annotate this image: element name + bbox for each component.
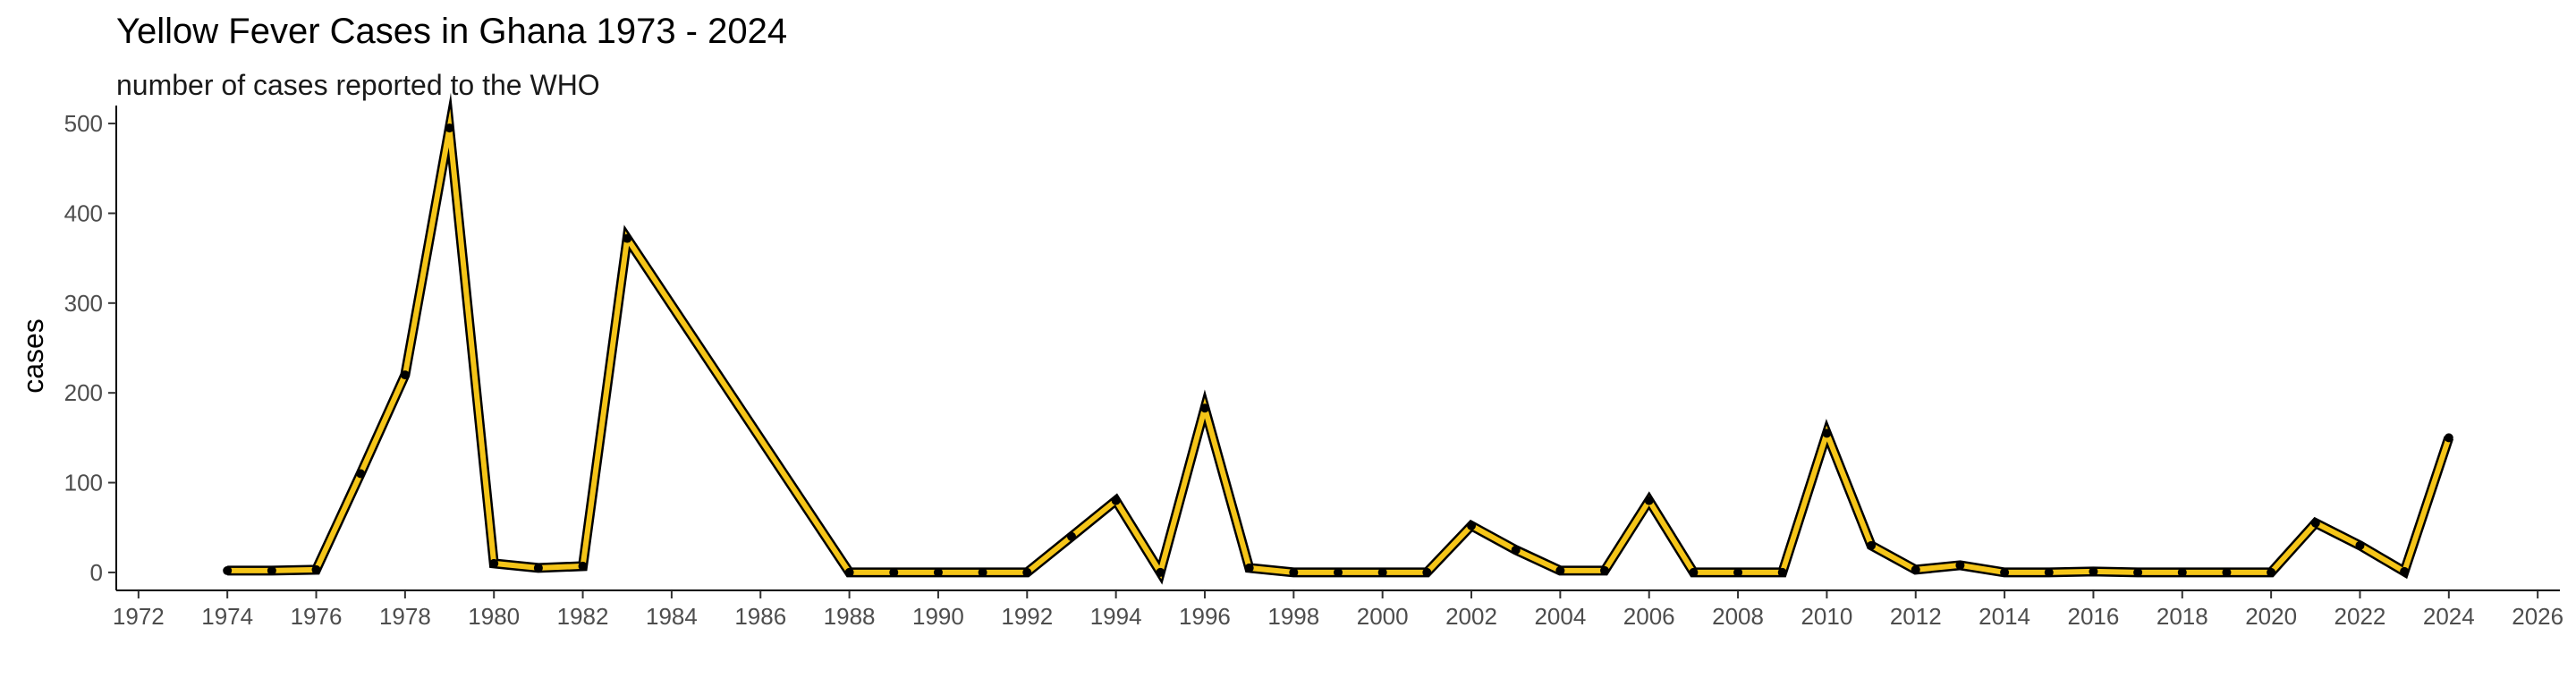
x-tick-label: 1972 bbox=[113, 603, 165, 630]
data-point bbox=[1777, 567, 1787, 577]
x-tick-label: 1978 bbox=[379, 603, 431, 630]
data-point bbox=[623, 233, 632, 243]
series-line-outline bbox=[227, 92, 2454, 585]
chart-title: Yellow Fever Cases in Ghana 1973 - 2024 bbox=[116, 12, 787, 51]
x-tick-label: 2012 bbox=[1890, 603, 1942, 630]
data-point bbox=[1377, 567, 1387, 577]
y-tick-label: 300 bbox=[64, 290, 103, 317]
data-point bbox=[2222, 567, 2232, 577]
data-point bbox=[1644, 496, 1654, 505]
x-tick-label: 2000 bbox=[1357, 603, 1409, 630]
x-tick-label: 1996 bbox=[1179, 603, 1231, 630]
x-tick-label: 2016 bbox=[2068, 603, 2120, 630]
data-point bbox=[2000, 567, 2010, 577]
x-tick-label: 2002 bbox=[1445, 603, 1497, 630]
axes-group: 0 100 200 300 400 500 1972 1974 1976 1978 1980 1982… bbox=[64, 106, 2563, 630]
x-tick-label: 2026 bbox=[2512, 603, 2563, 630]
data-point bbox=[1867, 540, 1877, 550]
data-point bbox=[1467, 521, 1477, 530]
x-tick-label: 1994 bbox=[1090, 603, 1142, 630]
x-tick-label: 1974 bbox=[201, 603, 253, 630]
data-point bbox=[1511, 545, 1521, 555]
series-line bbox=[227, 108, 2452, 580]
data-point bbox=[311, 564, 321, 574]
x-tick-label: 2024 bbox=[2423, 603, 2475, 630]
data-point bbox=[578, 561, 588, 571]
data-point bbox=[1334, 567, 1343, 577]
data-point bbox=[978, 567, 987, 577]
data-point bbox=[2044, 567, 2054, 577]
series-group bbox=[223, 92, 2454, 585]
x-tick-label: 1976 bbox=[291, 603, 343, 630]
y-tick-label: 400 bbox=[64, 199, 103, 226]
y-tick-label: 100 bbox=[64, 470, 103, 496]
data-point bbox=[1289, 567, 1299, 577]
data-point bbox=[2177, 567, 2187, 577]
x-tick-label: 1992 bbox=[1001, 603, 1053, 630]
data-point bbox=[844, 567, 854, 577]
x-tick-label: 1986 bbox=[734, 603, 786, 630]
data-point bbox=[2089, 566, 2098, 576]
data-point bbox=[1156, 567, 1165, 577]
x-tick-label: 2014 bbox=[1979, 603, 2030, 630]
data-point bbox=[223, 565, 233, 575]
chart-subtitle: number of cases reported to the WHO bbox=[116, 69, 600, 101]
x-tick-label: 1988 bbox=[824, 603, 876, 630]
x-tick-label: 2006 bbox=[1623, 603, 1675, 630]
x-tick-label: 2004 bbox=[1534, 603, 1586, 630]
y-tick-label: 0 bbox=[90, 559, 103, 586]
x-tick-label: 1980 bbox=[468, 603, 520, 630]
data-point bbox=[2444, 433, 2453, 443]
data-point bbox=[1244, 563, 1254, 572]
data-point bbox=[489, 558, 499, 568]
x-tick-label: 2010 bbox=[1801, 603, 1852, 630]
x-tick-label: 1984 bbox=[646, 603, 698, 630]
data-point bbox=[1911, 564, 1920, 574]
data-point bbox=[445, 123, 454, 133]
data-point bbox=[2355, 540, 2365, 550]
x-tick-label: 2020 bbox=[2245, 603, 2297, 630]
x-tick-label: 1990 bbox=[912, 603, 964, 630]
y-tick-label: 200 bbox=[64, 379, 103, 406]
data-point bbox=[1022, 567, 1032, 577]
x-tick-label: 2018 bbox=[2157, 603, 2208, 630]
data-point bbox=[1555, 565, 1565, 575]
x-tick-label: 1998 bbox=[1267, 603, 1319, 630]
data-point bbox=[2310, 518, 2320, 528]
x-tick-label: 1982 bbox=[557, 603, 609, 630]
data-point bbox=[267, 565, 276, 575]
data-point bbox=[2400, 566, 2410, 576]
x-tick-label: 2022 bbox=[2334, 603, 2386, 630]
data-point bbox=[400, 370, 410, 380]
x-tick-label: 2008 bbox=[1712, 603, 1764, 630]
data-point bbox=[1066, 531, 1076, 541]
data-point bbox=[1600, 565, 1610, 575]
data-point bbox=[2133, 567, 2143, 577]
data-point bbox=[533, 563, 543, 572]
data-point bbox=[356, 469, 366, 479]
data-point bbox=[1199, 403, 1209, 413]
data-point bbox=[1422, 567, 1432, 577]
data-point bbox=[1955, 560, 1965, 570]
data-point bbox=[2267, 567, 2276, 577]
y-tick-label: 500 bbox=[64, 110, 103, 137]
data-point bbox=[1733, 567, 1743, 577]
data-point bbox=[933, 567, 943, 577]
y-axis-label: cases bbox=[17, 318, 49, 394]
data-point bbox=[1111, 496, 1121, 505]
data-point bbox=[889, 567, 899, 577]
data-point bbox=[1822, 428, 1832, 438]
data-point bbox=[1689, 567, 1699, 577]
